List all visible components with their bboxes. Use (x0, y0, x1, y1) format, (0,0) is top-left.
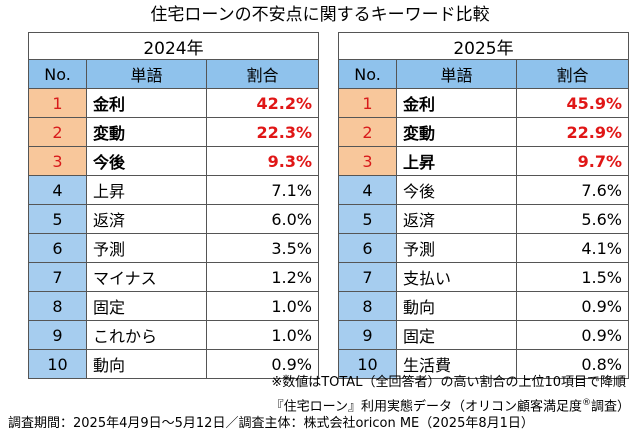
rank-cell: 10 (28, 349, 87, 379)
table-row: 8 動向 0.9% (338, 291, 629, 321)
column-header-ratio: 割合 (206, 59, 319, 89)
ratio-cell: 0.9% (206, 349, 319, 379)
keyword-cell: 返済 (396, 204, 517, 234)
keyword-cell: 返済 (86, 204, 207, 234)
rank-cell: 5 (28, 204, 87, 234)
ratio-cell: 9.3% (206, 146, 319, 176)
rank-cell: 6 (28, 233, 87, 263)
table-row: 8 固定 1.0% (28, 291, 319, 321)
keyword-cell: 支払い (396, 262, 517, 292)
table-row: 5 返済 5.6% (338, 204, 629, 234)
table-row: 2 変動 22.3% (28, 117, 319, 147)
rank-cell: 9 (28, 320, 87, 350)
keyword-cell: 金利 (396, 88, 517, 118)
table-body-2024: 1 金利 42.2% 2 変動 22.3% 3 今後 9.3% 4 上昇 7.1% 5 返済 6.0% 6 予測… (28, 88, 319, 379)
table-row: 3 上昇 9.7% (338, 146, 629, 176)
rank-cell: 4 (338, 175, 397, 205)
table-row: 10 生活費 0.8% (338, 349, 629, 379)
table-row: 3 今後 9.3% (28, 146, 319, 176)
ratio-cell: 4.1% (516, 233, 629, 263)
ratio-cell: 22.3% (206, 117, 319, 147)
table-row: 9 これから 1.0% (28, 320, 319, 350)
ratio-cell: 7.6% (516, 175, 629, 205)
column-header-no: No. (28, 59, 87, 89)
table-row: 6 予測 3.5% (28, 233, 319, 263)
ratio-cell: 0.9% (516, 320, 629, 350)
table-row: 5 返済 6.0% (28, 204, 319, 234)
ratio-cell: 42.2% (206, 88, 319, 118)
rank-cell: 5 (338, 204, 397, 234)
ratio-cell: 9.7% (516, 146, 629, 176)
ratio-cell: 1.2% (206, 262, 319, 292)
rank-cell: 2 (28, 117, 87, 147)
rank-cell: 1 (338, 88, 397, 118)
keyword-cell: マイナス (86, 262, 207, 292)
keyword-cell: 動向 (396, 291, 517, 321)
ratio-cell: 22.9% (516, 117, 629, 147)
keyword-cell: 今後 (396, 175, 517, 205)
keyword-cell: 固定 (86, 291, 207, 321)
keyword-cell: 予測 (396, 233, 517, 263)
page-title: 住宅ローンの不安点に関するキーワード比較 (150, 5, 490, 25)
table-row: 9 固定 0.9% (338, 320, 629, 350)
rank-cell: 2 (338, 117, 397, 147)
keyword-cell: 変動 (86, 117, 207, 147)
ratio-cell: 6.0% (206, 204, 319, 234)
keyword-cell: 上昇 (396, 146, 517, 176)
keyword-cell: 固定 (396, 320, 517, 350)
note-source-text: 『住宅ローン』利用実態データ（オリコン顧客満足度 (270, 399, 582, 415)
table-row: 6 予測 4.1% (338, 233, 629, 263)
note-source: 『住宅ローン』利用実態データ（オリコン顧客満足度®調査） (271, 394, 630, 416)
keyword-cell: 変動 (396, 117, 517, 147)
keyword-cell: 今後 (86, 146, 207, 176)
rank-cell: 3 (338, 146, 397, 176)
keyword-cell: これから (86, 320, 207, 350)
ratio-cell: 1.5% (516, 262, 629, 292)
year-header: 2024年 (28, 32, 319, 60)
note-survey-period: 調査期間：2025年4月9日～5月12日／調査主体：株式会社oricon ME（… (8, 416, 534, 431)
table-panel-2024: 2024年 No. 単語 割合 1 金利 42.2% 2 変動 22.3% 3 今後 9.3% 4… (28, 32, 319, 379)
keyword-table-2024: 2024年 No. 単語 割合 1 金利 42.2% 2 変動 22.3% 3 今後 9.3% 4… (28, 32, 319, 379)
column-header-ratio: 割合 (516, 59, 629, 89)
table-row: 1 金利 42.2% (28, 88, 319, 118)
keyword-table-2025: 2025年 No. 単語 割合 1 金利 45.9% 2 変動 22.9% 3 上昇 9.7% 4… (338, 32, 629, 379)
note-source-suffix: 調査） (590, 399, 630, 415)
table-row: 1 金利 45.9% (338, 88, 629, 118)
keyword-cell: 上昇 (86, 175, 207, 205)
registered-mark: ® (581, 398, 591, 408)
note-sort-order: ※数値はTOTAL（全回答者）の高い割合の上位10項目で降順 (271, 375, 626, 390)
table-body-2025: 1 金利 45.9% 2 変動 22.9% 3 上昇 9.7% 4 今後 7.6% 5 返済 5.6% 6 予測… (338, 88, 629, 379)
rank-cell: 9 (338, 320, 397, 350)
year-header: 2025年 (338, 32, 629, 60)
rank-cell: 4 (28, 175, 87, 205)
ratio-cell: 3.5% (206, 233, 319, 263)
column-header-no: No. (338, 59, 397, 89)
ratio-cell: 45.9% (516, 88, 629, 118)
ratio-cell: 1.0% (206, 320, 319, 350)
keyword-cell: 金利 (86, 88, 207, 118)
rank-cell: 1 (28, 88, 87, 118)
table-panel-2025: 2025年 No. 単語 割合 1 金利 45.9% 2 変動 22.9% 3 上昇 9.7% 4… (338, 32, 629, 379)
table-row: 4 今後 7.6% (338, 175, 629, 205)
column-header-word: 単語 (86, 59, 207, 89)
keyword-cell: 予測 (86, 233, 207, 263)
table-row: 4 上昇 7.1% (28, 175, 319, 205)
rank-cell: 3 (28, 146, 87, 176)
table-row: 10 動向 0.9% (28, 349, 319, 379)
rank-cell: 7 (338, 262, 397, 292)
rank-cell: 7 (28, 262, 87, 292)
column-header-word: 単語 (396, 59, 517, 89)
ratio-cell: 0.8% (516, 349, 629, 379)
rank-cell: 8 (338, 291, 397, 321)
keyword-cell: 動向 (86, 349, 207, 379)
rank-cell: 6 (338, 233, 397, 263)
ratio-cell: 1.0% (206, 291, 319, 321)
ratio-cell: 5.6% (516, 204, 629, 234)
ratio-cell: 0.9% (516, 291, 629, 321)
rank-cell: 8 (28, 291, 87, 321)
table-row: 2 変動 22.9% (338, 117, 629, 147)
ratio-cell: 7.1% (206, 175, 319, 205)
table-row: 7 支払い 1.5% (338, 262, 629, 292)
table-row: 7 マイナス 1.2% (28, 262, 319, 292)
